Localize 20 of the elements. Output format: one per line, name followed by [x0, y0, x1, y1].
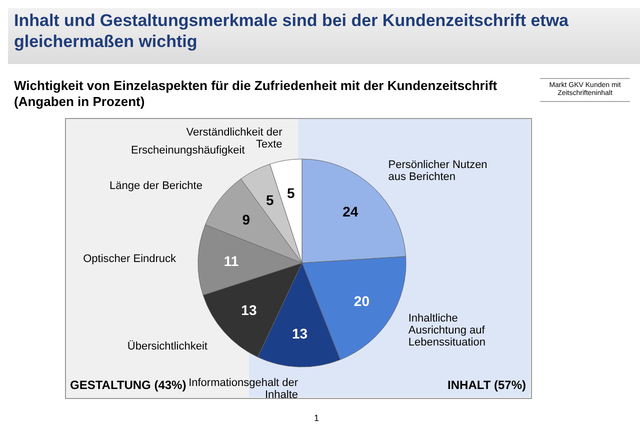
slice-label: Übersichtlichkeit — [127, 339, 208, 352]
data-label: 13 — [292, 326, 308, 342]
slice-label: Optischer Eindruck — [83, 253, 177, 266]
data-label: 13 — [241, 302, 257, 318]
slice-label: Erscheinungshäufigkeit — [131, 144, 245, 157]
slice-label: Inhaltliche Ausrichtung auf Lebenssituation — [408, 312, 486, 349]
text: INHALT (57%) — [448, 378, 526, 392]
slice-label: Länge der Berichte — [109, 180, 202, 192]
text: 1 — [314, 413, 320, 423]
slice-label: Persönlicher Nutzen aus Berichten — [388, 159, 488, 184]
data-label: 5 — [266, 192, 274, 208]
data-label: 24 — [342, 203, 358, 220]
data-label: 5 — [287, 185, 296, 202]
chart-title: Inhalt und Gestaltungsmerkmale sind bei der Kundenzeitschrift etwa gleichermaßen wichtig — [14, 10, 570, 52]
slice-label: Informationsgehalt der Inhalte — [188, 376, 298, 401]
text: GESTALTUNG (43%) — [70, 378, 186, 392]
data-label: 9 — [242, 212, 250, 228]
data-label: 11 — [224, 252, 239, 269]
data-label: 20 — [354, 292, 370, 309]
chart-subtitle: Wichtigkeit von Einzelaspekten für die Zufriedenheit mit der Kundenzeitschrift (Angaben in Prozent) — [14, 78, 498, 110]
